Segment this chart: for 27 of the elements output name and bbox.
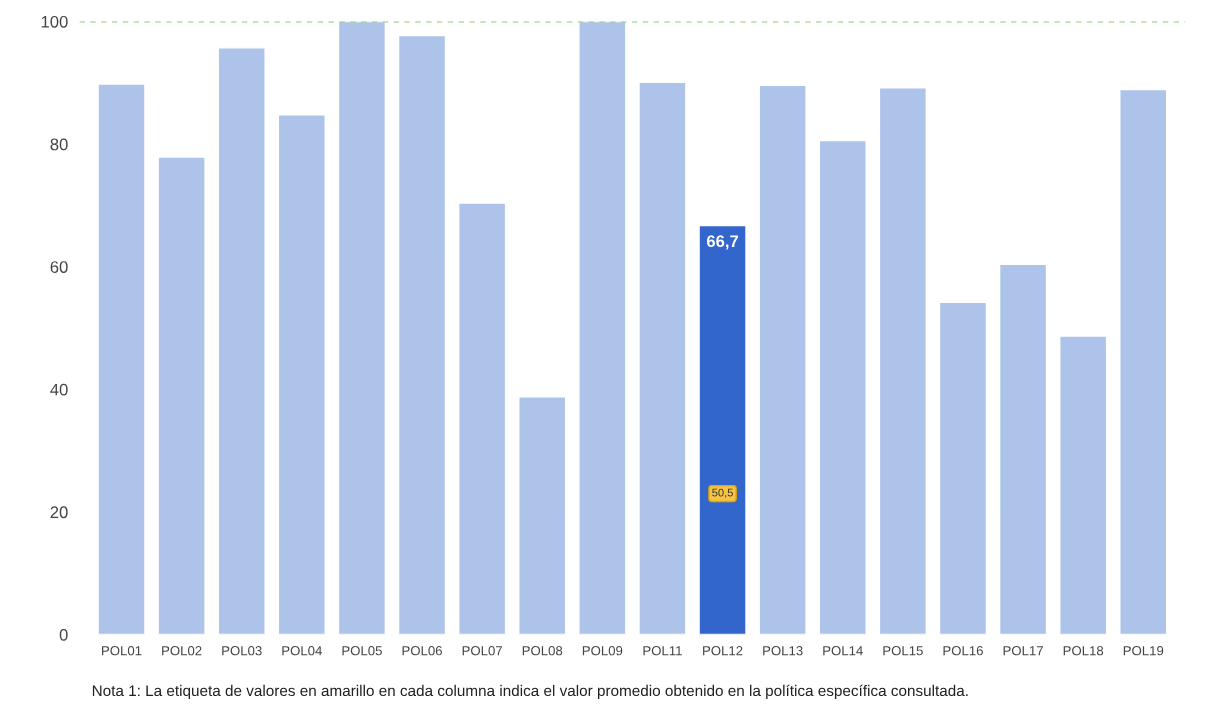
x-tick-label: POL12 [703, 646, 743, 656]
y-tick-label: 60 [50, 261, 68, 273]
y-tick-label: 20 [50, 506, 68, 519]
annotation: 50,5 [712, 488, 733, 498]
x-tick-label: POL18 [1063, 646, 1104, 656]
x-tick-label: POL19 [1123, 646, 1164, 656]
y-tick-label: 100 [41, 15, 68, 28]
text: Nota 1: La etiqueta de valores en amarillo en cada columna indica el valor promedio obtenido en la política específica consultada. [92, 684, 968, 700]
x-tick-label: POL09 [582, 646, 623, 656]
x-tick-label: POL05 [342, 646, 382, 656]
y-tick-label: 80 [50, 138, 68, 151]
x-tick-label: POL11 [643, 646, 682, 656]
x-tick-label: POL13 [763, 646, 803, 656]
y-tick-label: 40 [50, 383, 68, 396]
x-tick-label: POL06 [402, 646, 442, 656]
x-tick-label: POL16 [943, 646, 983, 656]
x-tick-label: POL02 [162, 646, 202, 656]
x-tick-label: POL08 [522, 646, 563, 656]
y-tick-label: 0 [59, 628, 68, 641]
x-tick-label: POL04 [282, 646, 322, 656]
x-tick-label: POL17 [1003, 646, 1043, 656]
data-label: 66,7 [706, 235, 739, 250]
x-tick-label: POL07 [462, 646, 502, 656]
x-tick-label: POL15 [883, 646, 923, 656]
x-tick-label: POL03 [222, 646, 262, 656]
x-tick-label: POL01 [102, 646, 142, 656]
x-tick-label: POL14 [823, 646, 863, 656]
